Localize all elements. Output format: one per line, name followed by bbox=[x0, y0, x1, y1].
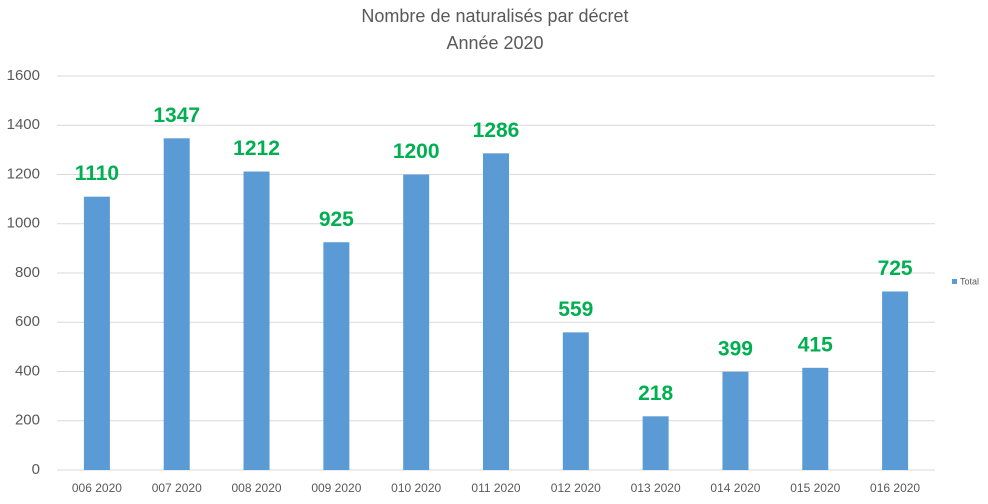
chart-subtitle: Année 2020 bbox=[446, 33, 543, 53]
x-tick-label: 012 2020 bbox=[551, 481, 601, 495]
x-tick-label: 007 2020 bbox=[152, 481, 202, 495]
value-label: 559 bbox=[558, 298, 593, 321]
x-tick-label: 015 2020 bbox=[790, 481, 840, 495]
y-tick-label: 600 bbox=[15, 313, 40, 330]
value-label: 399 bbox=[718, 337, 753, 360]
y-tick-label: 1600 bbox=[7, 67, 40, 84]
bar bbox=[323, 242, 350, 470]
x-tick-label: 010 2020 bbox=[391, 481, 441, 495]
bar bbox=[163, 138, 190, 470]
value-label: 725 bbox=[878, 257, 913, 280]
value-label: 415 bbox=[798, 333, 833, 356]
y-tick-label: 1000 bbox=[7, 215, 40, 232]
y-tick-label: 1400 bbox=[7, 116, 40, 133]
bar bbox=[243, 171, 270, 471]
y-tick-label: 200 bbox=[15, 412, 40, 429]
bar bbox=[802, 367, 829, 470]
x-tick-label: 013 2020 bbox=[631, 481, 681, 495]
bar bbox=[722, 371, 749, 470]
bar bbox=[562, 332, 589, 470]
y-tick-label: 800 bbox=[15, 264, 40, 281]
value-label: 218 bbox=[638, 382, 673, 405]
value-label: 925 bbox=[319, 208, 354, 231]
value-label: 1212 bbox=[233, 137, 280, 160]
bar bbox=[403, 174, 430, 470]
x-tick-label: 014 2020 bbox=[710, 481, 760, 495]
bar bbox=[483, 153, 509, 470]
bar bbox=[642, 416, 669, 470]
x-tick-label: 016 2020 bbox=[870, 481, 920, 495]
y-tick-label: 400 bbox=[15, 362, 40, 379]
x-tick-label: 006 2020 bbox=[72, 481, 122, 495]
legend-swatch bbox=[952, 279, 957, 284]
legend-label: Total bbox=[960, 276, 979, 286]
y-tick-label: 0 bbox=[32, 461, 40, 478]
chart-title: Nombre de naturalisés par décret bbox=[361, 6, 628, 26]
x-tick-label: 008 2020 bbox=[232, 481, 282, 495]
bar bbox=[882, 291, 909, 470]
value-label: 1110 bbox=[75, 162, 119, 185]
x-tick-label: 011 2020 bbox=[471, 481, 520, 495]
value-label: 1200 bbox=[393, 140, 440, 163]
y-tick-label: 1200 bbox=[7, 165, 40, 182]
x-tick-label: 009 2020 bbox=[311, 481, 361, 495]
value-label: 1347 bbox=[153, 104, 200, 127]
value-label: 1286 bbox=[473, 119, 520, 142]
bar bbox=[83, 196, 110, 470]
